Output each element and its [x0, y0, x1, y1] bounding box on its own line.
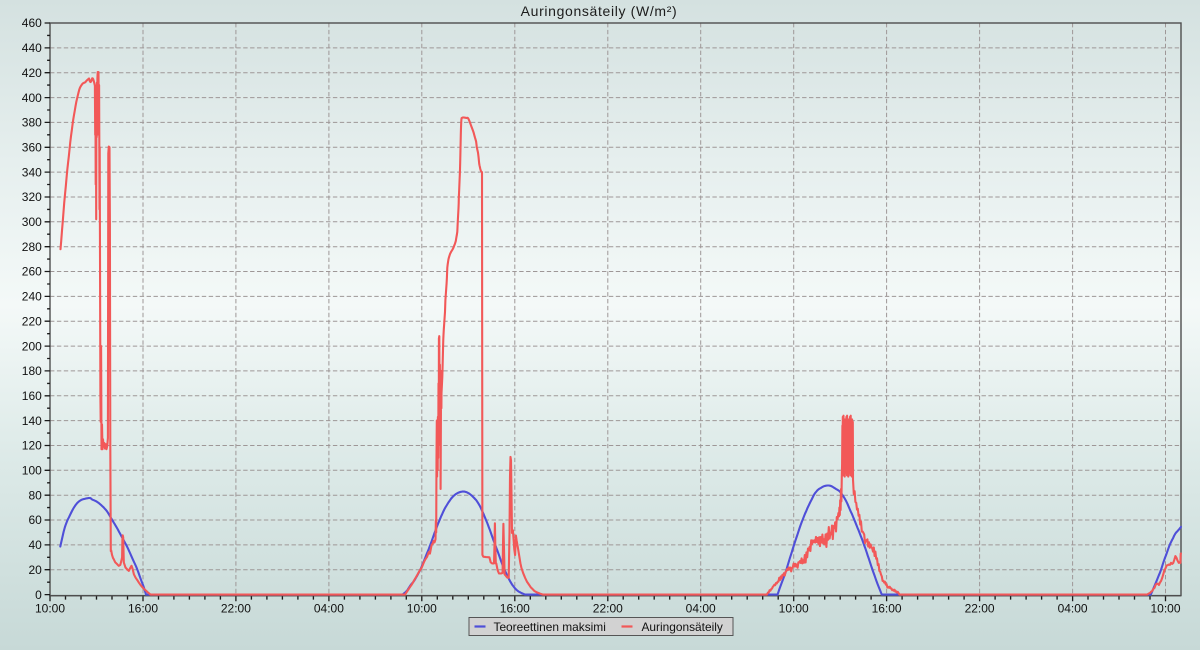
svg-text:400: 400	[22, 91, 42, 105]
svg-text:60: 60	[28, 513, 42, 527]
svg-text:Auringonsäteily (W/m²): Auringonsäteily (W/m²)	[521, 3, 678, 19]
svg-text:380: 380	[22, 116, 42, 130]
svg-text:10:00: 10:00	[1150, 601, 1180, 615]
svg-text:04:00: 04:00	[314, 601, 344, 615]
svg-text:140: 140	[22, 414, 42, 428]
svg-text:16:00: 16:00	[500, 601, 530, 615]
svg-text:20: 20	[28, 563, 42, 577]
svg-text:220: 220	[22, 314, 42, 328]
svg-text:0: 0	[35, 588, 42, 602]
svg-text:460: 460	[22, 16, 42, 30]
svg-text:180: 180	[22, 364, 42, 378]
svg-text:04:00: 04:00	[1058, 601, 1088, 615]
svg-text:16:00: 16:00	[128, 601, 158, 615]
svg-text:280: 280	[22, 240, 42, 254]
svg-text:120: 120	[22, 439, 42, 453]
svg-text:260: 260	[22, 265, 42, 279]
svg-text:340: 340	[22, 165, 42, 179]
svg-text:360: 360	[22, 141, 42, 155]
svg-text:Teoreettinen maksimi: Teoreettinen maksimi	[494, 620, 606, 634]
svg-text:10:00: 10:00	[779, 601, 809, 615]
svg-text:320: 320	[22, 190, 42, 204]
svg-text:440: 440	[22, 41, 42, 55]
svg-text:22:00: 22:00	[221, 601, 251, 615]
svg-text:300: 300	[22, 215, 42, 229]
svg-text:10:00: 10:00	[407, 601, 437, 615]
svg-text:22:00: 22:00	[593, 601, 623, 615]
svg-text:200: 200	[22, 339, 42, 353]
svg-text:40: 40	[28, 538, 42, 552]
svg-text:10:00: 10:00	[35, 601, 65, 615]
svg-text:100: 100	[22, 464, 42, 478]
svg-text:04:00: 04:00	[686, 601, 716, 615]
svg-text:22:00: 22:00	[965, 601, 995, 615]
svg-text:80: 80	[28, 488, 42, 502]
svg-text:16:00: 16:00	[872, 601, 902, 615]
svg-text:420: 420	[22, 66, 42, 80]
svg-text:Auringonsäteily: Auringonsäteily	[642, 620, 723, 634]
svg-text:240: 240	[22, 290, 42, 304]
svg-text:160: 160	[22, 389, 42, 403]
